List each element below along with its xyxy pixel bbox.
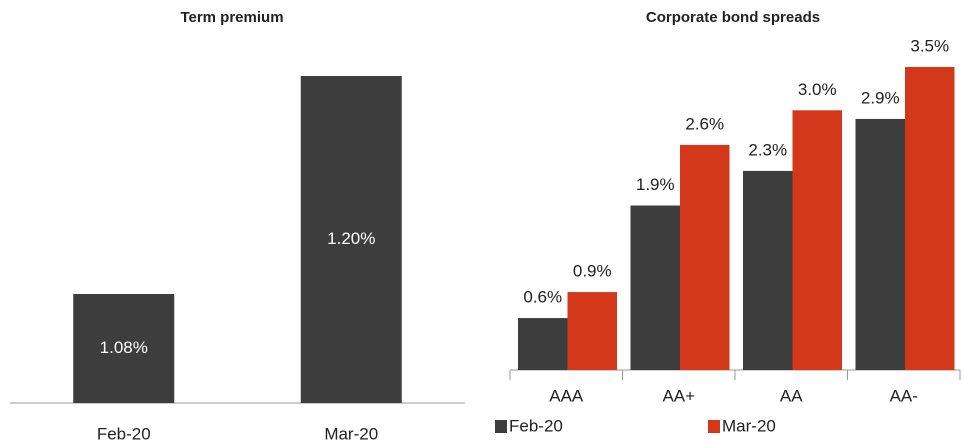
legend-swatch <box>708 420 720 433</box>
value-label: 1.08% <box>100 338 148 357</box>
legend-label: Mar-20 <box>722 416 776 435</box>
legend-label: Feb-20 <box>509 416 563 435</box>
legend-swatch <box>495 420 507 433</box>
bar <box>743 170 793 370</box>
bar <box>630 205 680 370</box>
bar <box>73 294 175 403</box>
value-label: 2.6% <box>685 114 724 133</box>
value-label: 2.9% <box>861 88 900 107</box>
bar <box>792 110 842 371</box>
bar <box>905 67 955 370</box>
bar <box>518 318 568 370</box>
bar <box>855 118 905 370</box>
bar <box>300 76 402 403</box>
value-label: 0.9% <box>573 262 612 281</box>
x-tick-label: AA- <box>890 386 918 405</box>
x-tick-label: Feb-20 <box>97 424 151 441</box>
x-tick-label: Mar-20 <box>324 424 378 441</box>
value-label: 2.3% <box>748 140 787 159</box>
chart-title: Term premium <box>180 9 283 26</box>
value-label: 3.0% <box>798 80 837 99</box>
value-label: 3.5% <box>910 36 949 55</box>
x-tick-label: AA+ <box>662 386 695 405</box>
chart-title: Corporate bond spreads <box>646 9 820 26</box>
value-label: 0.6% <box>523 288 562 307</box>
value-label: 1.20% <box>327 229 375 248</box>
bar <box>680 144 730 370</box>
x-tick-label: AAA <box>549 386 584 405</box>
value-label: 1.9% <box>636 175 675 194</box>
bar <box>567 292 617 370</box>
x-tick-label: AA <box>780 386 803 405</box>
